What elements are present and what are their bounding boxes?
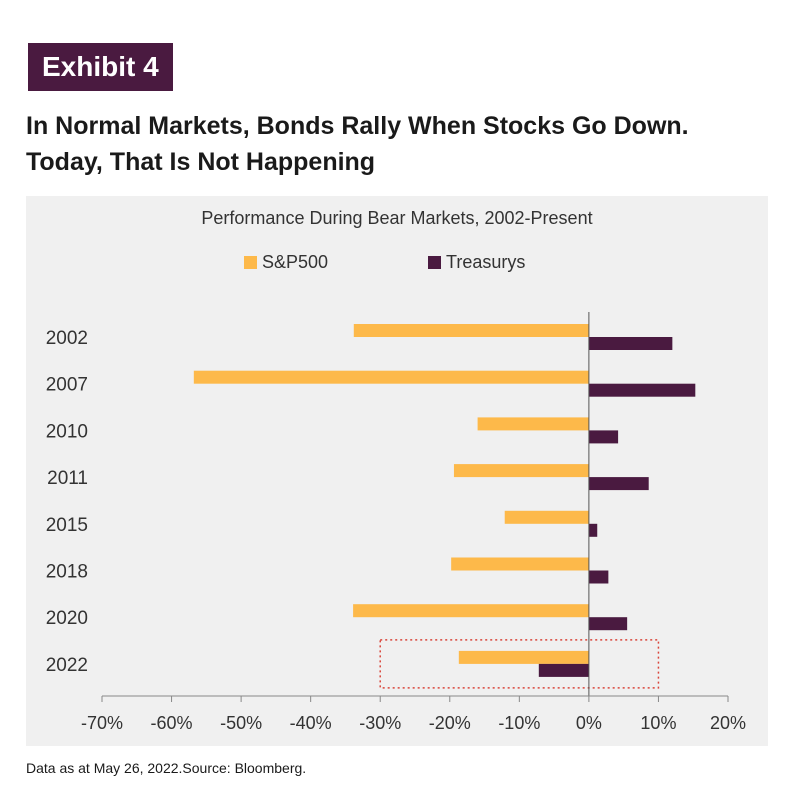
category-label-2015: 2015 <box>46 515 88 536</box>
legend-swatch-sp500 <box>244 256 257 269</box>
exhibit-badge: Exhibit 4 <box>28 43 173 91</box>
category-label-2022: 2022 <box>46 655 88 676</box>
x-tick-label: 20% <box>710 713 746 733</box>
category-label-2011: 2011 <box>47 468 88 489</box>
x-tick-label: 10% <box>640 713 676 733</box>
category-label-2002: 2002 <box>46 328 88 349</box>
bar-sp500-2020 <box>353 604 589 618</box>
bar-sp500-2011 <box>453 464 589 478</box>
bar-treasurys-2018 <box>588 570 609 584</box>
legend-swatch-treasurys <box>428 256 441 269</box>
footnote: Data as at May 26, 2022.Source: Bloomber… <box>26 760 307 776</box>
legend-label-treasurys: Treasurys <box>446 252 525 272</box>
highlight-box <box>379 639 660 689</box>
bar-sp500-2015 <box>504 510 589 524</box>
chart-title: Performance During Bear Markets, 2002-Pr… <box>201 208 592 228</box>
x-tick-label: -20% <box>429 713 471 733</box>
bar-treasurys-2011 <box>588 477 649 491</box>
bar-sp500-2007 <box>193 370 589 384</box>
headline-line-1: In Normal Markets, Bonds Rally When Stoc… <box>26 112 689 140</box>
category-label-2018: 2018 <box>46 562 88 583</box>
legend-label-sp500: S&P500 <box>262 252 328 272</box>
bar-treasurys-2007 <box>588 383 696 397</box>
x-tick-label: -40% <box>290 713 332 733</box>
bar-sp500-2018 <box>451 557 589 571</box>
x-tick-label: -10% <box>498 713 540 733</box>
category-label-2020: 2020 <box>46 608 88 629</box>
bar-sp500-2022 <box>458 650 589 664</box>
bar-sp500-2010 <box>477 417 589 431</box>
x-tick-label: -60% <box>151 713 193 733</box>
legend: S&P500 Treasurys <box>244 252 525 272</box>
bar-treasurys-2015 <box>588 523 598 537</box>
bar-treasurys-2010 <box>588 430 619 444</box>
x-tick-label: 0% <box>576 713 602 733</box>
category-label-2010: 2010 <box>46 421 88 442</box>
plot-area: 2002 2007 2010 2011 2015 2018 2020 2022 -70% -60%… <box>46 312 746 733</box>
bar-chart: Performance During Bear Markets, 2002-Pr… <box>46 208 746 733</box>
bar-treasurys-2002 <box>588 337 673 350</box>
bar-treasurys-2020 <box>588 617 628 631</box>
x-tick-label: -50% <box>220 713 262 733</box>
category-label-2007: 2007 <box>46 375 88 396</box>
bar-treasurys-2022 <box>538 663 589 677</box>
bar-sp500-2002 <box>353 324 589 337</box>
chart-panel: Performance During Bear Markets, 2002-Pr… <box>26 196 768 746</box>
x-tick-label: -30% <box>359 713 401 733</box>
headline-line-2: Today, That Is Not Happening <box>26 148 376 176</box>
headline: In Normal Markets, Bonds Rally When Stoc… <box>26 108 776 180</box>
x-tick-label: -70% <box>81 713 123 733</box>
